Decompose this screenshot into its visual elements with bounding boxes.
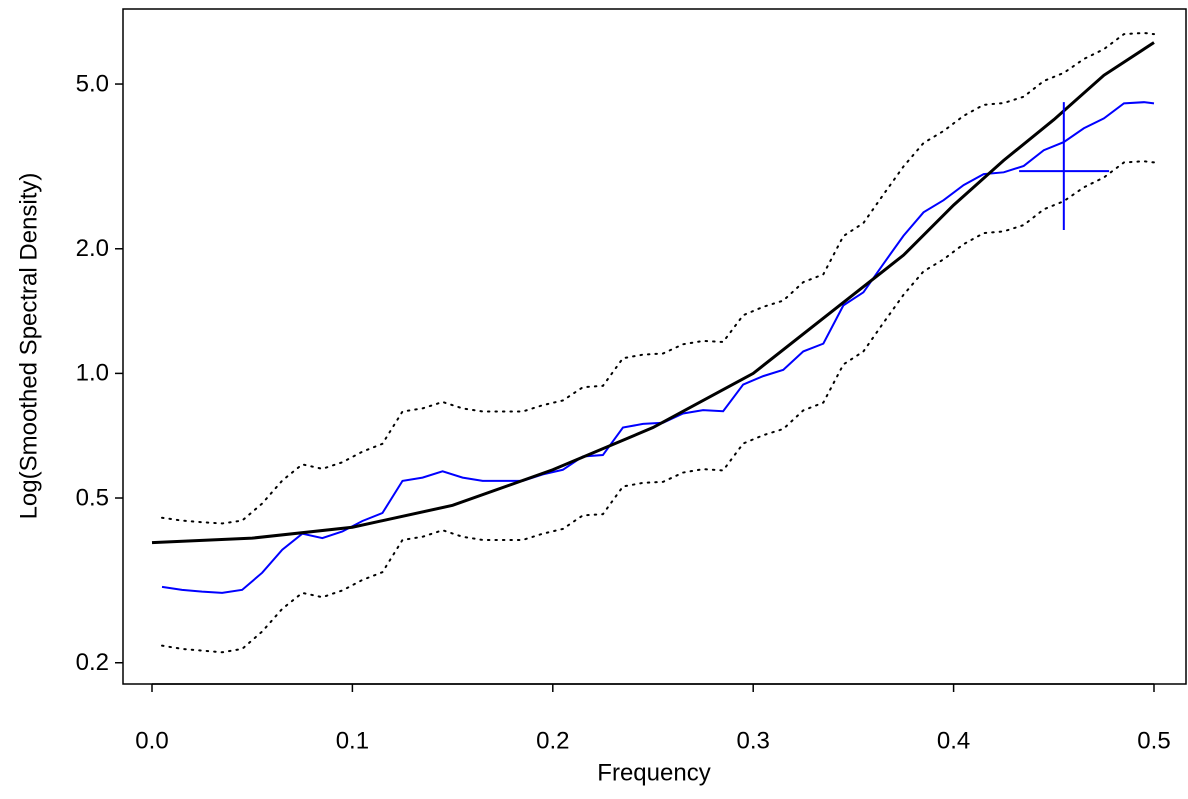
x-tick-label: 0.0 — [135, 727, 168, 754]
series-line — [161, 31, 1155, 525]
series-line — [161, 160, 1155, 654]
y-axis-label: Log(Smoothed Spectral Density) — [15, 173, 42, 520]
y-tick-label: 2.0 — [76, 235, 109, 262]
plot-frame — [122, 8, 1187, 685]
y-tick-label: 5.0 — [76, 70, 109, 97]
x-tick-label: 0.4 — [937, 727, 970, 754]
x-tick-label: 0.5 — [1137, 727, 1170, 754]
y-tick-label: 0.2 — [76, 649, 109, 676]
x-tick-label: 0.2 — [536, 727, 569, 754]
y-tick-label: 1.0 — [76, 360, 109, 387]
x-axis-label: Frequency — [597, 759, 710, 786]
x-tick-label: 0.1 — [336, 727, 369, 754]
y-tick-label: 0.5 — [76, 484, 109, 511]
x-tick-label: 0.3 — [737, 727, 770, 754]
series-line — [151, 41, 1155, 545]
series-line — [161, 101, 1155, 594]
